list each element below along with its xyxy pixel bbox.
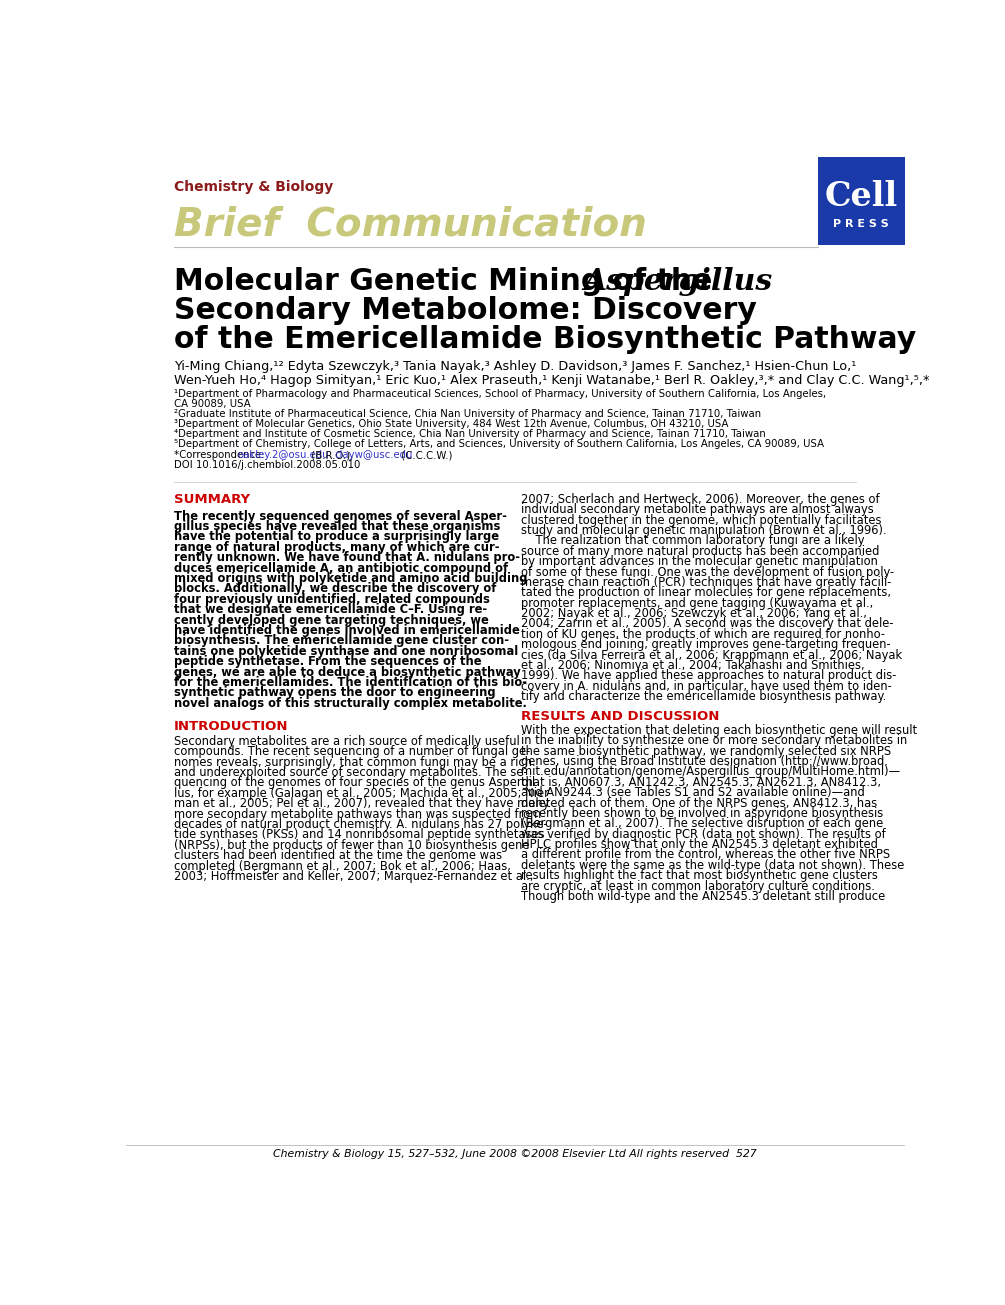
Text: lus, for example (Galagan et al., 2005; Machida et al., 2005; Nier-: lus, for example (Galagan et al., 2005; … — [174, 787, 552, 800]
Text: P R E S S: P R E S S — [833, 219, 889, 230]
Text: ²Graduate Institute of Pharmaceutical Science, Chia Nan University of Pharmacy a: ²Graduate Institute of Pharmaceutical Sc… — [174, 408, 761, 419]
Text: individual secondary metabolite pathways are almost always: individual secondary metabolite pathways… — [521, 504, 873, 517]
Text: deleted each of them. One of the NRPS genes, AN8412.3, has: deleted each of them. One of the NRPS ge… — [521, 796, 877, 809]
Text: range of natural products, many of which are cur-: range of natural products, many of which… — [174, 540, 499, 553]
Text: SUMMARY: SUMMARY — [174, 493, 250, 506]
Text: four previously unidentified, related compounds: four previously unidentified, related co… — [174, 592, 489, 606]
Text: Cell: Cell — [824, 180, 897, 213]
Text: (C.C.C.W.): (C.C.C.W.) — [398, 450, 452, 461]
Text: ¹Department of Pharmacology and Pharmaceutical Sciences, School of Pharmacy, Uni: ¹Department of Pharmacology and Pharmace… — [174, 389, 826, 399]
Text: completed (Bergmann et al., 2007; Bok et al., 2006; Haas,: completed (Bergmann et al., 2007; Bok et… — [174, 860, 511, 873]
Text: that we designate emericellamide C–F. Using re-: that we designate emericellamide C–F. Us… — [174, 603, 486, 616]
Text: tide synthases (PKSs) and 14 nonribosomal peptide synthetases: tide synthases (PKSs) and 14 nonribosoma… — [174, 829, 545, 842]
Text: CA 90089, USA: CA 90089, USA — [174, 399, 250, 408]
Text: clusters had been identified at the time the genome was: clusters had been identified at the time… — [174, 850, 501, 863]
Text: man et al., 2005; Pel et al., 2007), revealed that they have many: man et al., 2005; Pel et al., 2007), rev… — [174, 797, 549, 810]
Text: and underexploited source of secondary metabolites. The se-: and underexploited source of secondary m… — [174, 766, 528, 779]
Text: Wen-Yueh Ho,⁴ Hagop Simityan,¹ Eric Kuo,¹ Alex Praseuth,¹ Kenji Watanabe,¹ Berl : Wen-Yueh Ho,⁴ Hagop Simityan,¹ Eric Kuo,… — [174, 375, 930, 388]
Text: (Bergmann et al., 2007). The selective disruption of each gene: (Bergmann et al., 2007). The selective d… — [521, 817, 883, 830]
Text: have the potential to produce a surprisingly large: have the potential to produce a surprisi… — [174, 530, 498, 543]
Text: study and molecular genetic manipulation (Brown et al., 1996).: study and molecular genetic manipulation… — [521, 523, 886, 536]
Text: *Correspondence:: *Correspondence: — [174, 450, 267, 461]
Text: source of many more natural products has been accompanied: source of many more natural products has… — [521, 544, 879, 557]
Text: Chemistry & Biology 15, 527–532, June 2008 ©2008 Elsevier Ltd All rights reserve: Chemistry & Biology 15, 527–532, June 20… — [273, 1148, 757, 1159]
Text: ³Department of Molecular Genetics, Ohio State University, 484 West 12th Avenue, : ³Department of Molecular Genetics, Ohio … — [174, 419, 728, 429]
Text: the same biosynthetic pathway, we randomly selected six NRPS: the same biosynthetic pathway, we random… — [521, 745, 891, 757]
Text: decades of natural product chemistry. A. nidulans has 27 polyke-: decades of natural product chemistry. A.… — [174, 818, 548, 831]
Text: blocks. Additionally, we describe the discovery of: blocks. Additionally, we describe the di… — [174, 582, 496, 595]
Text: synthetic pathway opens the door to engineering: synthetic pathway opens the door to engi… — [174, 686, 495, 699]
Text: cently developed gene targeting techniques, we: cently developed gene targeting techniqu… — [174, 613, 488, 626]
Text: Aspergillus: Aspergillus — [583, 266, 772, 296]
Text: cies (da Silva Ferreira et al., 2006; Krappmann et al., 2006; Nayak: cies (da Silva Ferreira et al., 2006; Kr… — [521, 649, 902, 662]
Text: covery in A. nidulans and, in particular, have used them to iden-: covery in A. nidulans and, in particular… — [521, 680, 891, 693]
Text: Though both wild-type and the AN2545.3 deletant still produce: Though both wild-type and the AN2545.3 d… — [521, 890, 885, 903]
Text: clayw@usc.edu: clayw@usc.edu — [334, 450, 412, 461]
Text: (B.R.O.),: (B.R.O.), — [308, 450, 357, 461]
Text: have identified the genes involved in emericellamide: have identified the genes involved in em… — [174, 624, 520, 637]
Text: oakley.2@osu.edu: oakley.2@osu.edu — [238, 450, 330, 461]
Text: ⁴Department and Institute of Cosmetic Science, Chia Nan University of Pharmacy a: ⁴Department and Institute of Cosmetic Sc… — [174, 429, 766, 438]
Text: Molecular Genetic Mining of the: Molecular Genetic Mining of the — [174, 266, 723, 296]
Text: 2003; Hoffmeister and Keller, 2007; Marquez-Fernandez et al.,: 2003; Hoffmeister and Keller, 2007; Marq… — [174, 870, 533, 883]
Text: nomes reveals, surprisingly, that common fungi may be a rich: nomes reveals, surprisingly, that common… — [174, 756, 532, 769]
Text: in the inability to synthesize one or more secondary metabolites in: in the inability to synthesize one or mo… — [521, 735, 908, 748]
Text: INTRODUCTION: INTRODUCTION — [174, 719, 288, 732]
Text: peptide synthetase. From the sequences of the: peptide synthetase. From the sequences o… — [174, 655, 481, 668]
Text: (NRPSs), but the products of fewer than 10 biosynthesis gene: (NRPSs), but the products of fewer than … — [174, 839, 530, 852]
Text: The realization that common laboratory fungi are a likely: The realization that common laboratory f… — [521, 534, 864, 547]
Text: tify and characterize the emericellamide biosynthesis pathway.: tify and characterize the emericellamide… — [521, 690, 886, 703]
Text: gillus species have revealed that these organisms: gillus species have revealed that these … — [174, 521, 500, 532]
Text: 2007; Scherlach and Hertweck, 2006). Moreover, the genes of: 2007; Scherlach and Hertweck, 2006). Mor… — [521, 493, 879, 506]
Text: Chemistry & Biology: Chemistry & Biology — [174, 180, 333, 194]
Text: mologous end joining, greatly improves gene-targeting frequen-: mologous end joining, greatly improves g… — [521, 638, 890, 651]
Text: results highlight the fact that most biosynthetic gene clusters: results highlight the fact that most bio… — [521, 869, 877, 882]
Text: by important advances in the molecular genetic manipulation: by important advances in the molecular g… — [521, 555, 877, 568]
Text: 1999). We have applied these approaches to natural product dis-: 1999). We have applied these approaches … — [521, 669, 896, 683]
Text: genes, using the Broad Institute designation (http://www.broad.: genes, using the Broad Institute designa… — [521, 754, 887, 767]
Text: more secondary metabolite pathways than was suspected from: more secondary metabolite pathways than … — [174, 808, 541, 821]
Text: rently unknown. We have found that A. nidulans pro-: rently unknown. We have found that A. ni… — [174, 551, 520, 564]
Text: novel analogs of this structurally complex metabolite.: novel analogs of this structurally compl… — [174, 697, 527, 710]
Text: promoter replacements, and gene tagging (Kuwayama et al.,: promoter replacements, and gene tagging … — [521, 596, 873, 609]
Text: mixed origins with polyketide and amino acid building: mixed origins with polyketide and amino … — [174, 572, 528, 585]
Text: of the Emericellamide Biosynthetic Pathway: of the Emericellamide Biosynthetic Pathw… — [174, 325, 916, 355]
Text: 2002; Nayak et al., 2006; Szewczyk et al., 2006; Yang et al.,: 2002; Nayak et al., 2006; Szewczyk et al… — [521, 607, 866, 620]
Text: RESULTS AND DISCUSSION: RESULTS AND DISCUSSION — [521, 710, 720, 723]
Text: for the emericellamides. The identification of this bio-: for the emericellamides. The identificat… — [174, 676, 527, 689]
Text: biosynthesis. The emericellamide gene cluster con-: biosynthesis. The emericellamide gene cl… — [174, 634, 509, 647]
Text: Brief  Communication: Brief Communication — [174, 205, 646, 243]
Text: et al., 2006; Ninomiya et al., 2004; Takahashi and Smithies,: et al., 2006; Ninomiya et al., 2004; Tak… — [521, 659, 864, 672]
Text: compounds. The recent sequencing of a number of fungal ge-: compounds. The recent sequencing of a nu… — [174, 745, 530, 758]
Text: a different profile from the control, whereas the other five NRPS: a different profile from the control, wh… — [521, 848, 890, 861]
Text: that is, AN0607.3, AN1242.3, AN2545.3, AN2621.3, AN8412.3,: that is, AN0607.3, AN1242.3, AN2545.3, A… — [521, 775, 880, 788]
Text: The recently sequenced genomes of several Asper-: The recently sequenced genomes of severa… — [174, 510, 507, 523]
Text: duces emericellamide A, an antibiotic compound of: duces emericellamide A, an antibiotic co… — [174, 561, 508, 574]
Text: tated the production of linear molecules for gene replacements,: tated the production of linear molecules… — [521, 586, 890, 599]
Text: was verified by diagnostic PCR (data not shown). The results of: was verified by diagnostic PCR (data not… — [521, 827, 885, 840]
Text: mit.edu/annotation/genome/Aspergillus_group/MultiHome.html)—: mit.edu/annotation/genome/Aspergillus_gr… — [521, 765, 900, 778]
Text: clustered together in the genome, which potentially facilitates: clustered together in the genome, which … — [521, 514, 881, 526]
Text: DOI 10.1016/j.chembiol.2008.05.010: DOI 10.1016/j.chembiol.2008.05.010 — [174, 461, 360, 470]
Text: genes, we are able to deduce a biosynthetic pathway: genes, we are able to deduce a biosynthe… — [174, 666, 521, 679]
Text: are cryptic, at least in common laboratory culture conditions.: are cryptic, at least in common laborato… — [521, 880, 874, 893]
Text: Secondary Metabolome: Discovery: Secondary Metabolome: Discovery — [174, 296, 757, 325]
Bar — [818, 157, 904, 245]
Text: HPLC profiles show that only the AN2545.3 deletant exhibited: HPLC profiles show that only the AN2545.… — [521, 838, 877, 851]
Text: recently been shown to be involved in aspyridone biosynthesis: recently been shown to be involved in as… — [521, 806, 883, 820]
Text: of some of these fungi. One was the development of fusion poly-: of some of these fungi. One was the deve… — [521, 565, 894, 578]
Text: deletants were the same as the wild-type (data not shown). These: deletants were the same as the wild-type… — [521, 859, 904, 872]
Text: Secondary metabolites are a rich source of medically useful: Secondary metabolites are a rich source … — [174, 735, 520, 748]
Text: With the expectation that deleting each biosynthetic gene will result: With the expectation that deleting each … — [521, 724, 917, 737]
Text: and AN9244.3 (see Tables S1 and S2 available online)—and: and AN9244.3 (see Tables S1 and S2 avail… — [521, 786, 864, 799]
Text: quencing of the genomes of four species of the genus Aspergil-: quencing of the genomes of four species … — [174, 776, 539, 790]
Text: ⁵Department of Chemistry, College of Letters, Arts, and Sciences, University of : ⁵Department of Chemistry, College of Let… — [174, 438, 824, 449]
Text: Yi-Ming Chiang,¹² Edyta Szewczyk,³ Tania Nayak,³ Ashley D. Davidson,³ James F. S: Yi-Ming Chiang,¹² Edyta Szewczyk,³ Tania… — [174, 360, 856, 373]
Text: tion of KU genes, the products of which are required for nonho-: tion of KU genes, the products of which … — [521, 628, 884, 641]
Text: merase chain reaction (PCR) techniques that have greatly facili-: merase chain reaction (PCR) techniques t… — [521, 576, 891, 589]
Text: 2004; Zarrin et al., 2005). A second was the discovery that dele-: 2004; Zarrin et al., 2005). A second was… — [521, 617, 893, 630]
Text: tains one polyketide synthase and one nonribosomal: tains one polyketide synthase and one no… — [174, 645, 518, 658]
